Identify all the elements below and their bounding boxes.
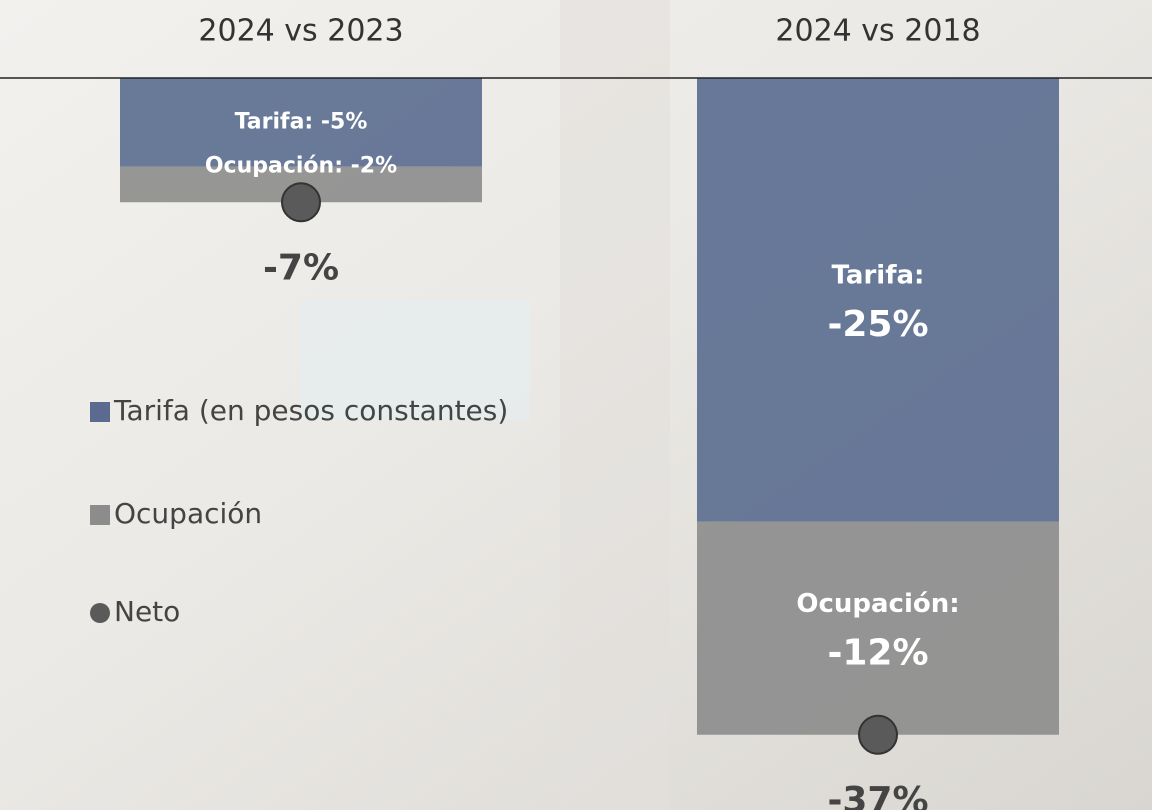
background-shutter — [560, 0, 670, 810]
legend-marker — [90, 505, 110, 525]
segment-label: Ocupación: -2% — [205, 154, 397, 179]
net-label: -7% — [263, 247, 339, 288]
bar-segment — [697, 78, 1059, 522]
x-category-label: 2024 vs 2018 — [775, 14, 980, 49]
bar-segment — [697, 522, 1059, 735]
legend-marker — [90, 603, 110, 623]
x-category-label: 2024 vs 2023 — [198, 14, 403, 49]
segment-label-value: -5% — [321, 109, 367, 134]
net-dot — [282, 183, 320, 221]
segment-label-name: Ocupación: — [796, 589, 959, 619]
segment-label-value: -2% — [351, 154, 397, 179]
segment-label-name: Tarifa: — [235, 109, 314, 134]
chart: 2024 vs 2023 Tarifa: -5% Ocupación: -2% -7%… — [0, 0, 1152, 810]
segment-label-name: Ocupación: — [205, 154, 343, 179]
net-label: -37% — [827, 780, 928, 810]
legend-label: Neto — [114, 595, 180, 628]
legend-label: Tarifa (en pesos constantes) — [113, 394, 508, 427]
legend-label: Ocupación — [114, 497, 262, 530]
legend-marker — [90, 402, 110, 422]
net-dot — [859, 716, 897, 754]
segment-label-value: -12% — [827, 632, 928, 673]
segment-label: Tarifa: -5% — [235, 109, 368, 134]
segment-label-name: Tarifa: — [832, 260, 925, 290]
segment-label-value: -25% — [827, 304, 928, 345]
